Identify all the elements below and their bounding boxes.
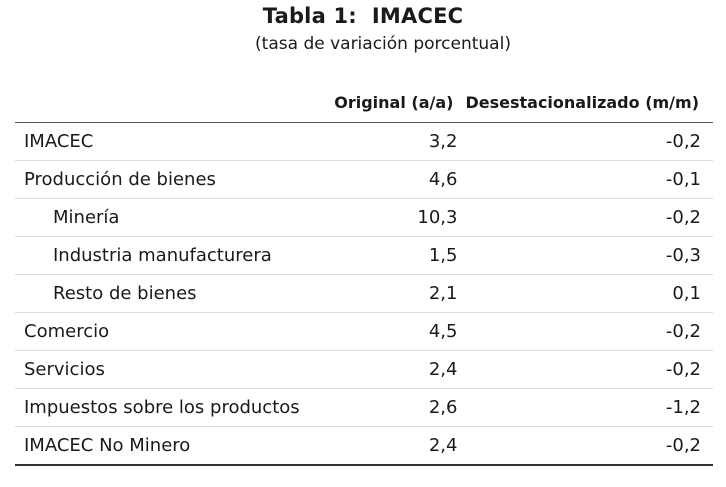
- row-desestacionalizado: -0,2: [665, 359, 701, 380]
- header-original: Original (a/a): [334, 92, 454, 112]
- table-title: Tabla 1: IMACEC: [262, 4, 464, 28]
- imacec-table: Original (a/a) Desestacionalizado (m/m) …: [15, 82, 713, 466]
- row-label: IMACEC No Minero: [24, 435, 191, 456]
- table-row: Minería 10,3 -0,2: [15, 199, 713, 237]
- row-label: Minería: [53, 207, 120, 228]
- row-label: IMACEC: [24, 131, 94, 152]
- row-original: 10,3: [417, 207, 458, 228]
- row-original: 1,5: [428, 245, 458, 266]
- table-header: Original (a/a) Desestacionalizado (m/m): [15, 82, 713, 123]
- row-label: Servicios: [24, 359, 105, 380]
- row-original: 3,2: [428, 131, 458, 152]
- table-row: Resto de bienes 2,1 0,1: [15, 275, 713, 313]
- row-desestacionalizado: -0,1: [665, 169, 701, 190]
- table-body: IMACEC 3,2 -0,2 Producción de bienes 4,6…: [15, 123, 713, 465]
- row-label: Industria manufacturera: [53, 245, 272, 266]
- row-original: 2,1: [428, 283, 458, 304]
- row-desestacionalizado: 0,1: [672, 283, 701, 304]
- table-row: IMACEC No Minero 2,4 -0,2: [15, 427, 713, 465]
- table-row: Industria manufacturera 1,5 -0,3: [15, 237, 713, 275]
- row-original: 2,4: [428, 359, 458, 380]
- row-desestacionalizado: -0,2: [665, 435, 701, 456]
- row-desestacionalizado: -0,3: [665, 245, 701, 266]
- table-row: Comercio 4,5 -0,2: [15, 313, 713, 351]
- row-original: 2,4: [428, 435, 458, 456]
- row-original: 4,5: [428, 321, 458, 342]
- row-original: 2,6: [428, 397, 458, 418]
- table-subtitle: (tasa de variación porcentual): [255, 34, 511, 54]
- row-label: Resto de bienes: [53, 283, 197, 304]
- table-row: IMACEC 3,2 -0,2: [15, 123, 713, 161]
- row-label: Producción de bienes: [24, 169, 216, 190]
- row-label: Comercio: [24, 321, 110, 342]
- row-desestacionalizado: -1,2: [665, 397, 701, 418]
- header-row: Original (a/a) Desestacionalizado (m/m): [15, 82, 713, 123]
- row-desestacionalizado: -0,2: [665, 207, 701, 228]
- header-desestacionalizado: Desestacionalizado (m/m): [465, 92, 699, 112]
- table-row: Servicios 2,4 -0,2: [15, 351, 713, 389]
- table-row: Impuestos sobre los productos 2,6 -1,2: [15, 389, 713, 427]
- row-desestacionalizado: -0,2: [665, 321, 701, 342]
- row-original: 4,6: [428, 169, 458, 190]
- row-label: Impuestos sobre los productos: [24, 397, 300, 418]
- table-row: Producción de bienes 4,6 -0,1: [15, 161, 713, 199]
- header-label: [15, 82, 314, 123]
- row-desestacionalizado: -0,2: [665, 131, 701, 152]
